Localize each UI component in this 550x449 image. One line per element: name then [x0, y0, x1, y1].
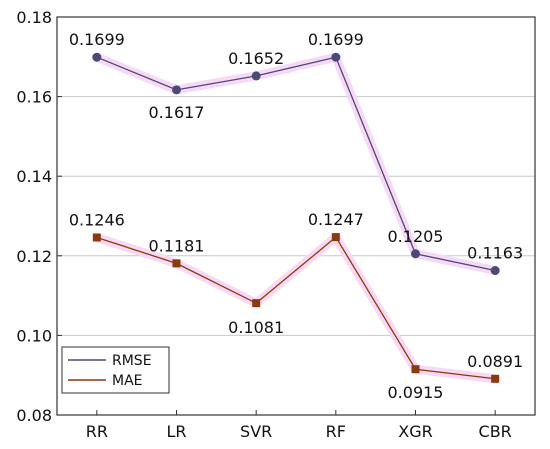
data-label: 0.1163 [467, 244, 523, 263]
x-tick-label: SVR [240, 422, 272, 441]
data-point-mae [92, 233, 101, 242]
y-tick-label: 0.12 [16, 247, 52, 266]
data-point-rmse [490, 266, 500, 276]
y-tick-label: 0.14 [16, 167, 52, 186]
data-point-rmse [172, 85, 181, 95]
data-label: 0.1246 [69, 210, 125, 229]
x-tick-label: LR [166, 422, 186, 441]
data-point-mae [252, 299, 261, 308]
data-label: 0.1699 [308, 30, 364, 49]
legend: RMSE MAE [61, 346, 170, 394]
series-line-rmse [96, 56, 496, 272]
legend-box [61, 346, 170, 394]
series-layer: 0.1699 0.1617 0.1652 0.1699 0.1205 0.1163 0.12… [69, 30, 523, 402]
series-line-mae [96, 236, 496, 380]
data-label: 0.1081 [228, 318, 284, 337]
data-label: 0.1181 [149, 236, 205, 255]
data-point-mae [331, 233, 340, 242]
data-label: 0.1652 [228, 49, 284, 68]
data-label: 0.0915 [388, 383, 444, 402]
x-ticks: RR LR SVR RF XGR CBR [86, 410, 512, 441]
data-point-rmse [251, 71, 261, 81]
y-tick-label: 0.08 [16, 406, 52, 425]
y-tick-label: 0.10 [16, 326, 52, 345]
data-point-mae [172, 259, 181, 268]
x-tick-label: CBR [479, 422, 512, 441]
y-ticks: 0.08 0.10 0.12 0.14 0.16 0.18 [16, 8, 62, 425]
x-tick-label: RR [86, 422, 108, 441]
data-label: 0.1247 [308, 210, 364, 229]
series-mae [92, 232, 500, 384]
data-label: 0.1699 [69, 30, 125, 49]
series-rmse [92, 52, 500, 276]
plot-frame [56, 16, 536, 416]
data-point-rmse [331, 52, 341, 62]
legend-label: RMSE [112, 353, 152, 369]
data-point-mae [411, 365, 420, 374]
y-tick-label: 0.18 [16, 8, 52, 27]
y-tick-label: 0.16 [16, 88, 52, 107]
x-tick-label: XGR [398, 422, 432, 441]
x-tick-label: RF [326, 422, 346, 441]
data-point-rmse [411, 249, 420, 259]
data-point-mae [491, 374, 500, 383]
legend-label: MAE [112, 373, 143, 389]
data-label: 0.1617 [149, 103, 205, 122]
data-point-rmse [92, 52, 102, 62]
data-label: 0.0891 [467, 352, 523, 371]
grid-lines [57, 96, 535, 336]
data-label: 0.1205 [388, 227, 444, 246]
